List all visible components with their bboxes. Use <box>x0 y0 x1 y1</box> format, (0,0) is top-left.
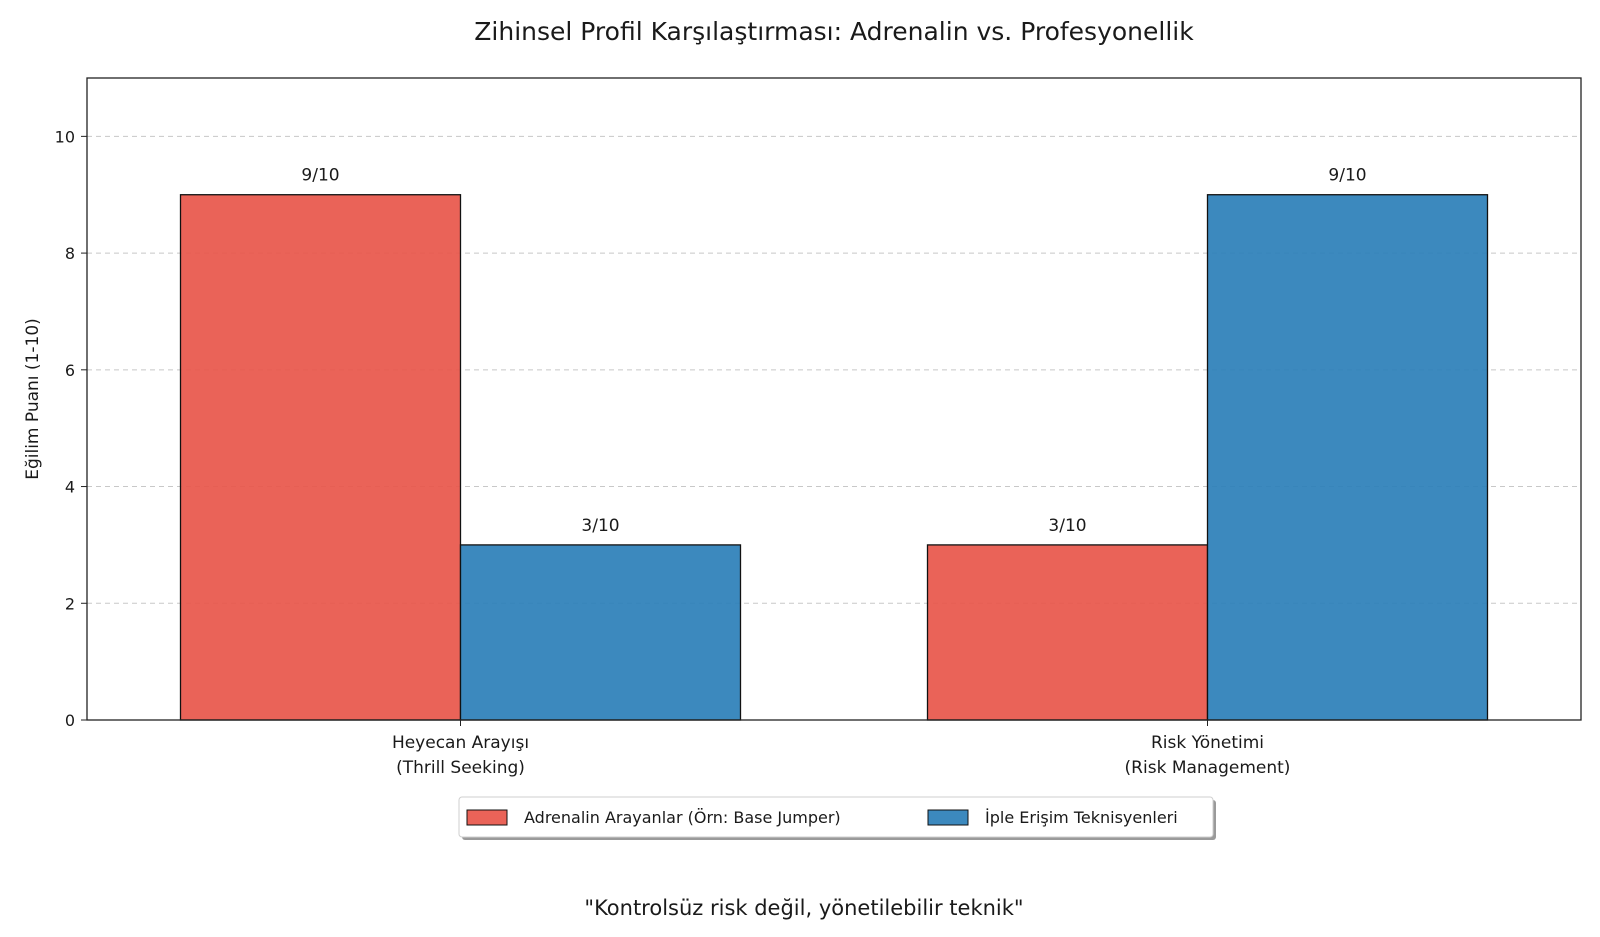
data-label: 3/10 <box>581 516 619 536</box>
y-tick-label: 10 <box>55 127 75 146</box>
bars <box>179 194 1489 721</box>
y-tick-label: 2 <box>65 594 75 613</box>
legend-label: Adrenalin Arayanlar (Örn: Base Jumper) <box>524 808 841 827</box>
data-label: 9/10 <box>301 166 339 186</box>
data-label: 3/10 <box>1048 516 1086 536</box>
y-tick-label: 4 <box>65 478 75 497</box>
footer-quote: "Kontrolsüz risk değil, yönetilebilir te… <box>584 896 1023 920</box>
x-axis: Heyecan Arayışı (Thrill Seeking) Risk Yöne… <box>392 720 1291 778</box>
bar-adrenaline-1 <box>926 544 1209 721</box>
chart-title: Zihinsel Profil Karşılaştırması: Adrenal… <box>474 17 1194 46</box>
y-tick-label: 8 <box>65 244 75 263</box>
legend-swatch <box>927 809 969 826</box>
x-tick-label: (Thrill Seeking) <box>396 758 525 778</box>
bar-rope-access-0 <box>459 544 742 721</box>
legend: Adrenalin Arayanlar (Örn: Base Jumper) İp… <box>458 796 1216 840</box>
legend-box <box>458 796 1214 838</box>
y-tick-label: 6 <box>65 361 75 380</box>
legend-swatch <box>466 809 508 826</box>
legend-label: İple Erişim Teknisyenleri <box>985 808 1178 827</box>
bar-adrenaline-0 <box>179 194 462 721</box>
y-axis: 0 2 4 6 8 10 <box>55 127 87 730</box>
value-labels: 9/10 3/10 3/10 9/10 <box>301 166 1366 536</box>
y-axis-label: Eğilim Puanı (1-10) <box>23 318 43 480</box>
x-tick-label: Risk Yönetimi <box>1151 733 1264 753</box>
plot-frame <box>86 77 1582 721</box>
bar-rope-access-1 <box>1206 194 1489 721</box>
y-tick-label: 0 <box>65 711 75 730</box>
data-label: 9/10 <box>1328 166 1366 186</box>
x-tick-label: (Risk Management) <box>1125 758 1291 778</box>
x-tick-label: Heyecan Arayışı <box>392 733 529 753</box>
